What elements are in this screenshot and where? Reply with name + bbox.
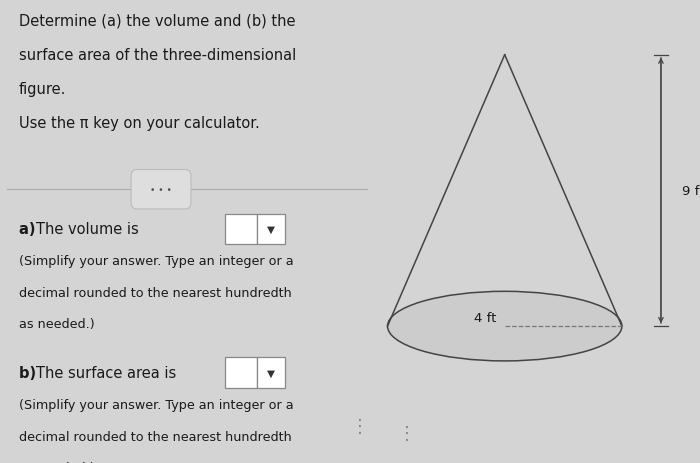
Text: b): b) (19, 365, 41, 380)
FancyBboxPatch shape (131, 170, 191, 209)
Text: Determine (a) the volume and (b) the: Determine (a) the volume and (b) the (19, 14, 295, 29)
Text: • • •: • • • (150, 185, 172, 194)
Text: ⋮: ⋮ (398, 424, 416, 442)
Ellipse shape (388, 292, 622, 361)
Text: figure.: figure. (19, 81, 66, 96)
Text: 9 ft: 9 ft (682, 184, 700, 198)
Bar (256, 357, 285, 388)
Text: Use the π key on your calculator.: Use the π key on your calculator. (19, 115, 260, 130)
Bar (256, 214, 285, 244)
Bar (225, 214, 256, 244)
Text: (Simplify your answer. Type an integer or a: (Simplify your answer. Type an integer o… (19, 398, 293, 411)
Text: ▼: ▼ (267, 224, 274, 234)
Text: The surface area is: The surface area is (36, 365, 176, 380)
Text: surface area of the three-dimensional: surface area of the three-dimensional (19, 48, 296, 63)
Text: ⋮: ⋮ (351, 417, 368, 435)
Text: as needed.): as needed.) (19, 318, 94, 331)
Text: (Simplify your answer. Type an integer or a: (Simplify your answer. Type an integer o… (19, 255, 293, 268)
Text: decimal rounded to the nearest hundredth: decimal rounded to the nearest hundredth (19, 430, 291, 443)
Text: The volume is: The volume is (36, 222, 139, 237)
Bar (225, 357, 256, 388)
Text: decimal rounded to the nearest hundredth: decimal rounded to the nearest hundredth (19, 286, 291, 299)
Text: a): a) (19, 222, 41, 237)
Text: as needed.): as needed.) (19, 461, 94, 463)
Text: 4 ft: 4 ft (474, 311, 496, 324)
Text: ▼: ▼ (267, 368, 274, 378)
